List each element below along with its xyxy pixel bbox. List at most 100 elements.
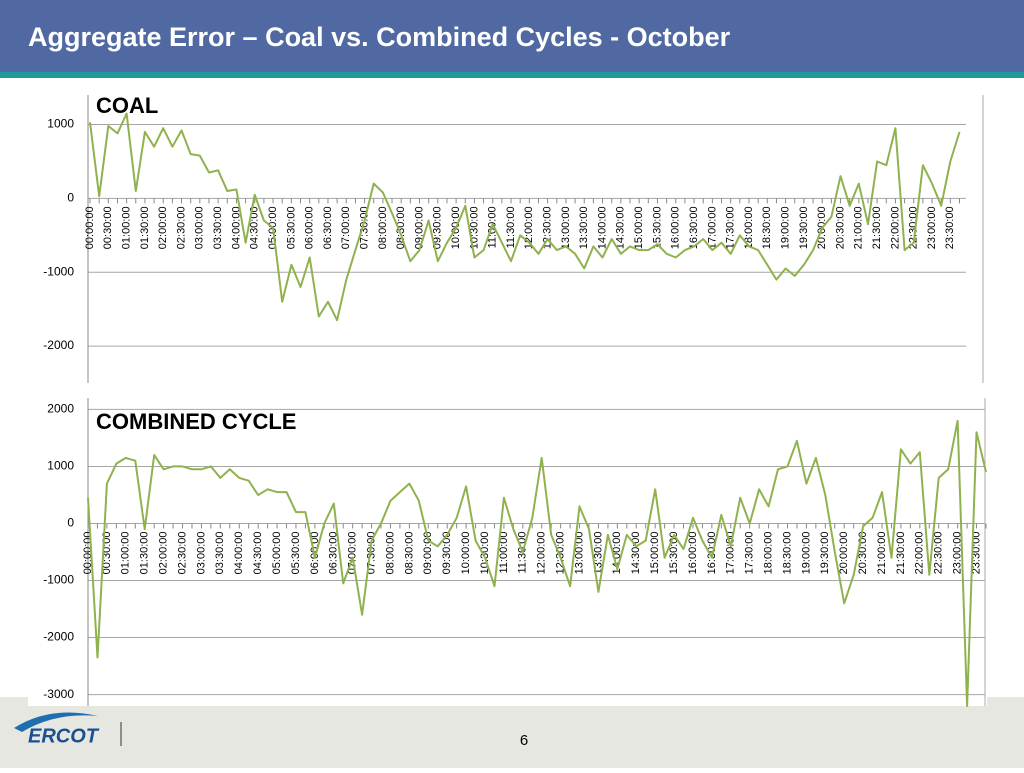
- header-stripe: [0, 72, 1024, 78]
- x-tick-label: 06:30:00: [322, 206, 334, 249]
- x-tick-label: 18:30:00: [781, 531, 793, 574]
- y-tick-label: -1000: [43, 573, 74, 587]
- x-tick-label: 09:30:00: [441, 531, 453, 574]
- x-tick-label: 21:30:00: [895, 531, 907, 574]
- x-tick-label: 00:00:00: [84, 206, 96, 249]
- y-tick-label: -3000: [43, 687, 74, 701]
- footer-bar: [0, 697, 1024, 768]
- x-tick-label: 22:00:00: [889, 206, 901, 249]
- x-tick-label: 09:30:00: [432, 206, 444, 249]
- x-tick-label: 19:00:00: [780, 206, 792, 249]
- x-tick-label: 01:00:00: [120, 531, 132, 574]
- y-tick-label: 0: [67, 516, 74, 530]
- x-tick-label: 20:30:00: [834, 206, 846, 249]
- chart-panel: [28, 95, 985, 383]
- x-tick-label: 06:00:00: [304, 206, 316, 249]
- x-tick-label: 03:00:00: [195, 531, 207, 574]
- x-tick-label: 11:30:00: [505, 206, 517, 248]
- x-tick-label: 12:30:00: [542, 206, 554, 249]
- x-tick-label: 21:00:00: [876, 531, 888, 574]
- x-tick-label: 14:30:00: [615, 206, 627, 249]
- data-line: [87, 419, 987, 707]
- x-tick-label: 05:00:00: [271, 531, 283, 574]
- x-tick-label: 21:30:00: [871, 206, 883, 249]
- x-tick-label: 07:00:00: [340, 206, 352, 249]
- x-tick-label: 01:30:00: [139, 206, 151, 249]
- x-tick-label: 06:30:00: [328, 531, 340, 574]
- y-tick-label: 0: [67, 191, 74, 205]
- x-tick-label: 03:30:00: [212, 206, 224, 249]
- x-tick-label: 23:30:00: [944, 206, 956, 249]
- page-number: 6: [520, 732, 528, 749]
- x-tick-label: 17:30:00: [725, 206, 737, 249]
- y-tick-label: 2000: [47, 402, 74, 416]
- x-tick-label: 12:00:00: [523, 206, 535, 249]
- y-tick-label: -1000: [43, 264, 74, 278]
- logo: ERCOT: [28, 725, 100, 747]
- x-tick-label: 15:30:00: [651, 206, 663, 249]
- charts: -2000 -1000 0 1000 00:00:00 00:30:00 01:00:00 0…: [28, 93, 987, 707]
- x-tick-label: 08:30:00: [403, 531, 415, 574]
- x-tick-label: 17:00:00: [706, 206, 718, 249]
- x-tick-label: 01:30:00: [139, 531, 151, 574]
- x-tick-label: 13:30:00: [592, 531, 604, 574]
- data-line: [89, 112, 961, 322]
- x-tick-label: 03:30:00: [214, 531, 226, 574]
- x-tick-label: 08:30:00: [395, 206, 407, 249]
- x-tick-label: 15:30:00: [668, 531, 680, 574]
- x-tick-label: 17:00:00: [725, 531, 737, 574]
- x-tick-label: 08:00:00: [384, 531, 396, 574]
- y-tick-label: -2000: [43, 338, 74, 352]
- x-tick-label: 14:00:00: [611, 531, 623, 574]
- x-tick-label: 02:30:00: [175, 206, 187, 249]
- x-tick-label: 20:00:00: [838, 531, 850, 574]
- x-tick-label: 04:30:00: [252, 531, 264, 574]
- x-tick-label: 19:00:00: [800, 531, 812, 574]
- chart-title: COAL: [96, 93, 158, 118]
- x-tick-label: 13:30:00: [578, 206, 590, 249]
- x-tick-label: 15:00:00: [633, 206, 645, 249]
- x-tick-label: 21:00:00: [853, 206, 865, 249]
- x-tick-label: 16:00:00: [670, 206, 682, 249]
- x-tick-label: 13:00:00: [573, 531, 585, 574]
- x-tick-label: 17:30:00: [744, 531, 756, 574]
- x-tick-label: 05:30:00: [285, 206, 297, 249]
- x-tick-label: 00:30:00: [102, 206, 114, 249]
- x-tick-label: 11:00:00: [498, 531, 510, 573]
- x-tick-label: 01:00:00: [121, 206, 133, 249]
- x-tick-label: 07:30:00: [358, 206, 370, 249]
- x-tick-label: 14:30:00: [630, 531, 642, 574]
- x-tick-label: 19:30:00: [798, 206, 810, 249]
- x-tick-label: 22:00:00: [914, 531, 926, 574]
- x-tick-label: 19:30:00: [819, 531, 831, 574]
- x-tick-label: 02:30:00: [176, 531, 188, 574]
- x-tick-label: 18:30:00: [761, 206, 773, 249]
- x-tick-label: 04:30:00: [249, 206, 261, 249]
- chart-title: COMBINED CYCLE: [96, 409, 296, 434]
- x-tick-label: 02:00:00: [157, 206, 169, 249]
- x-tick-label: 04:00:00: [230, 206, 242, 249]
- x-tick-label: 03:00:00: [194, 206, 206, 249]
- y-tick-label: -2000: [43, 630, 74, 644]
- x-tick-label: 04:00:00: [233, 531, 245, 574]
- x-tick-label: 05:30:00: [290, 531, 302, 574]
- x-tick-label: 23:00:00: [952, 531, 964, 574]
- x-tick-label: 08:00:00: [377, 206, 389, 249]
- y-tick-label: 1000: [47, 117, 74, 131]
- x-tick-label: 14:00:00: [596, 206, 608, 249]
- y-tick-label: 1000: [47, 459, 74, 473]
- x-tick-label: 13:00:00: [560, 206, 572, 249]
- x-tick-label: 12:00:00: [536, 531, 548, 574]
- x-tick-label: 16:00:00: [687, 531, 699, 574]
- x-tick-label: 02:00:00: [158, 531, 170, 574]
- x-tick-label: 22:30:00: [933, 531, 945, 574]
- header-bar: [0, 0, 1024, 72]
- x-tick-label: 16:30:00: [688, 206, 700, 249]
- x-tick-label: 10:00:00: [460, 531, 472, 574]
- logo-swoosh: [14, 712, 98, 732]
- x-tick-label: 18:00:00: [762, 531, 774, 574]
- x-tick-label: 09:00:00: [413, 206, 425, 249]
- chart-panel: [28, 398, 987, 706]
